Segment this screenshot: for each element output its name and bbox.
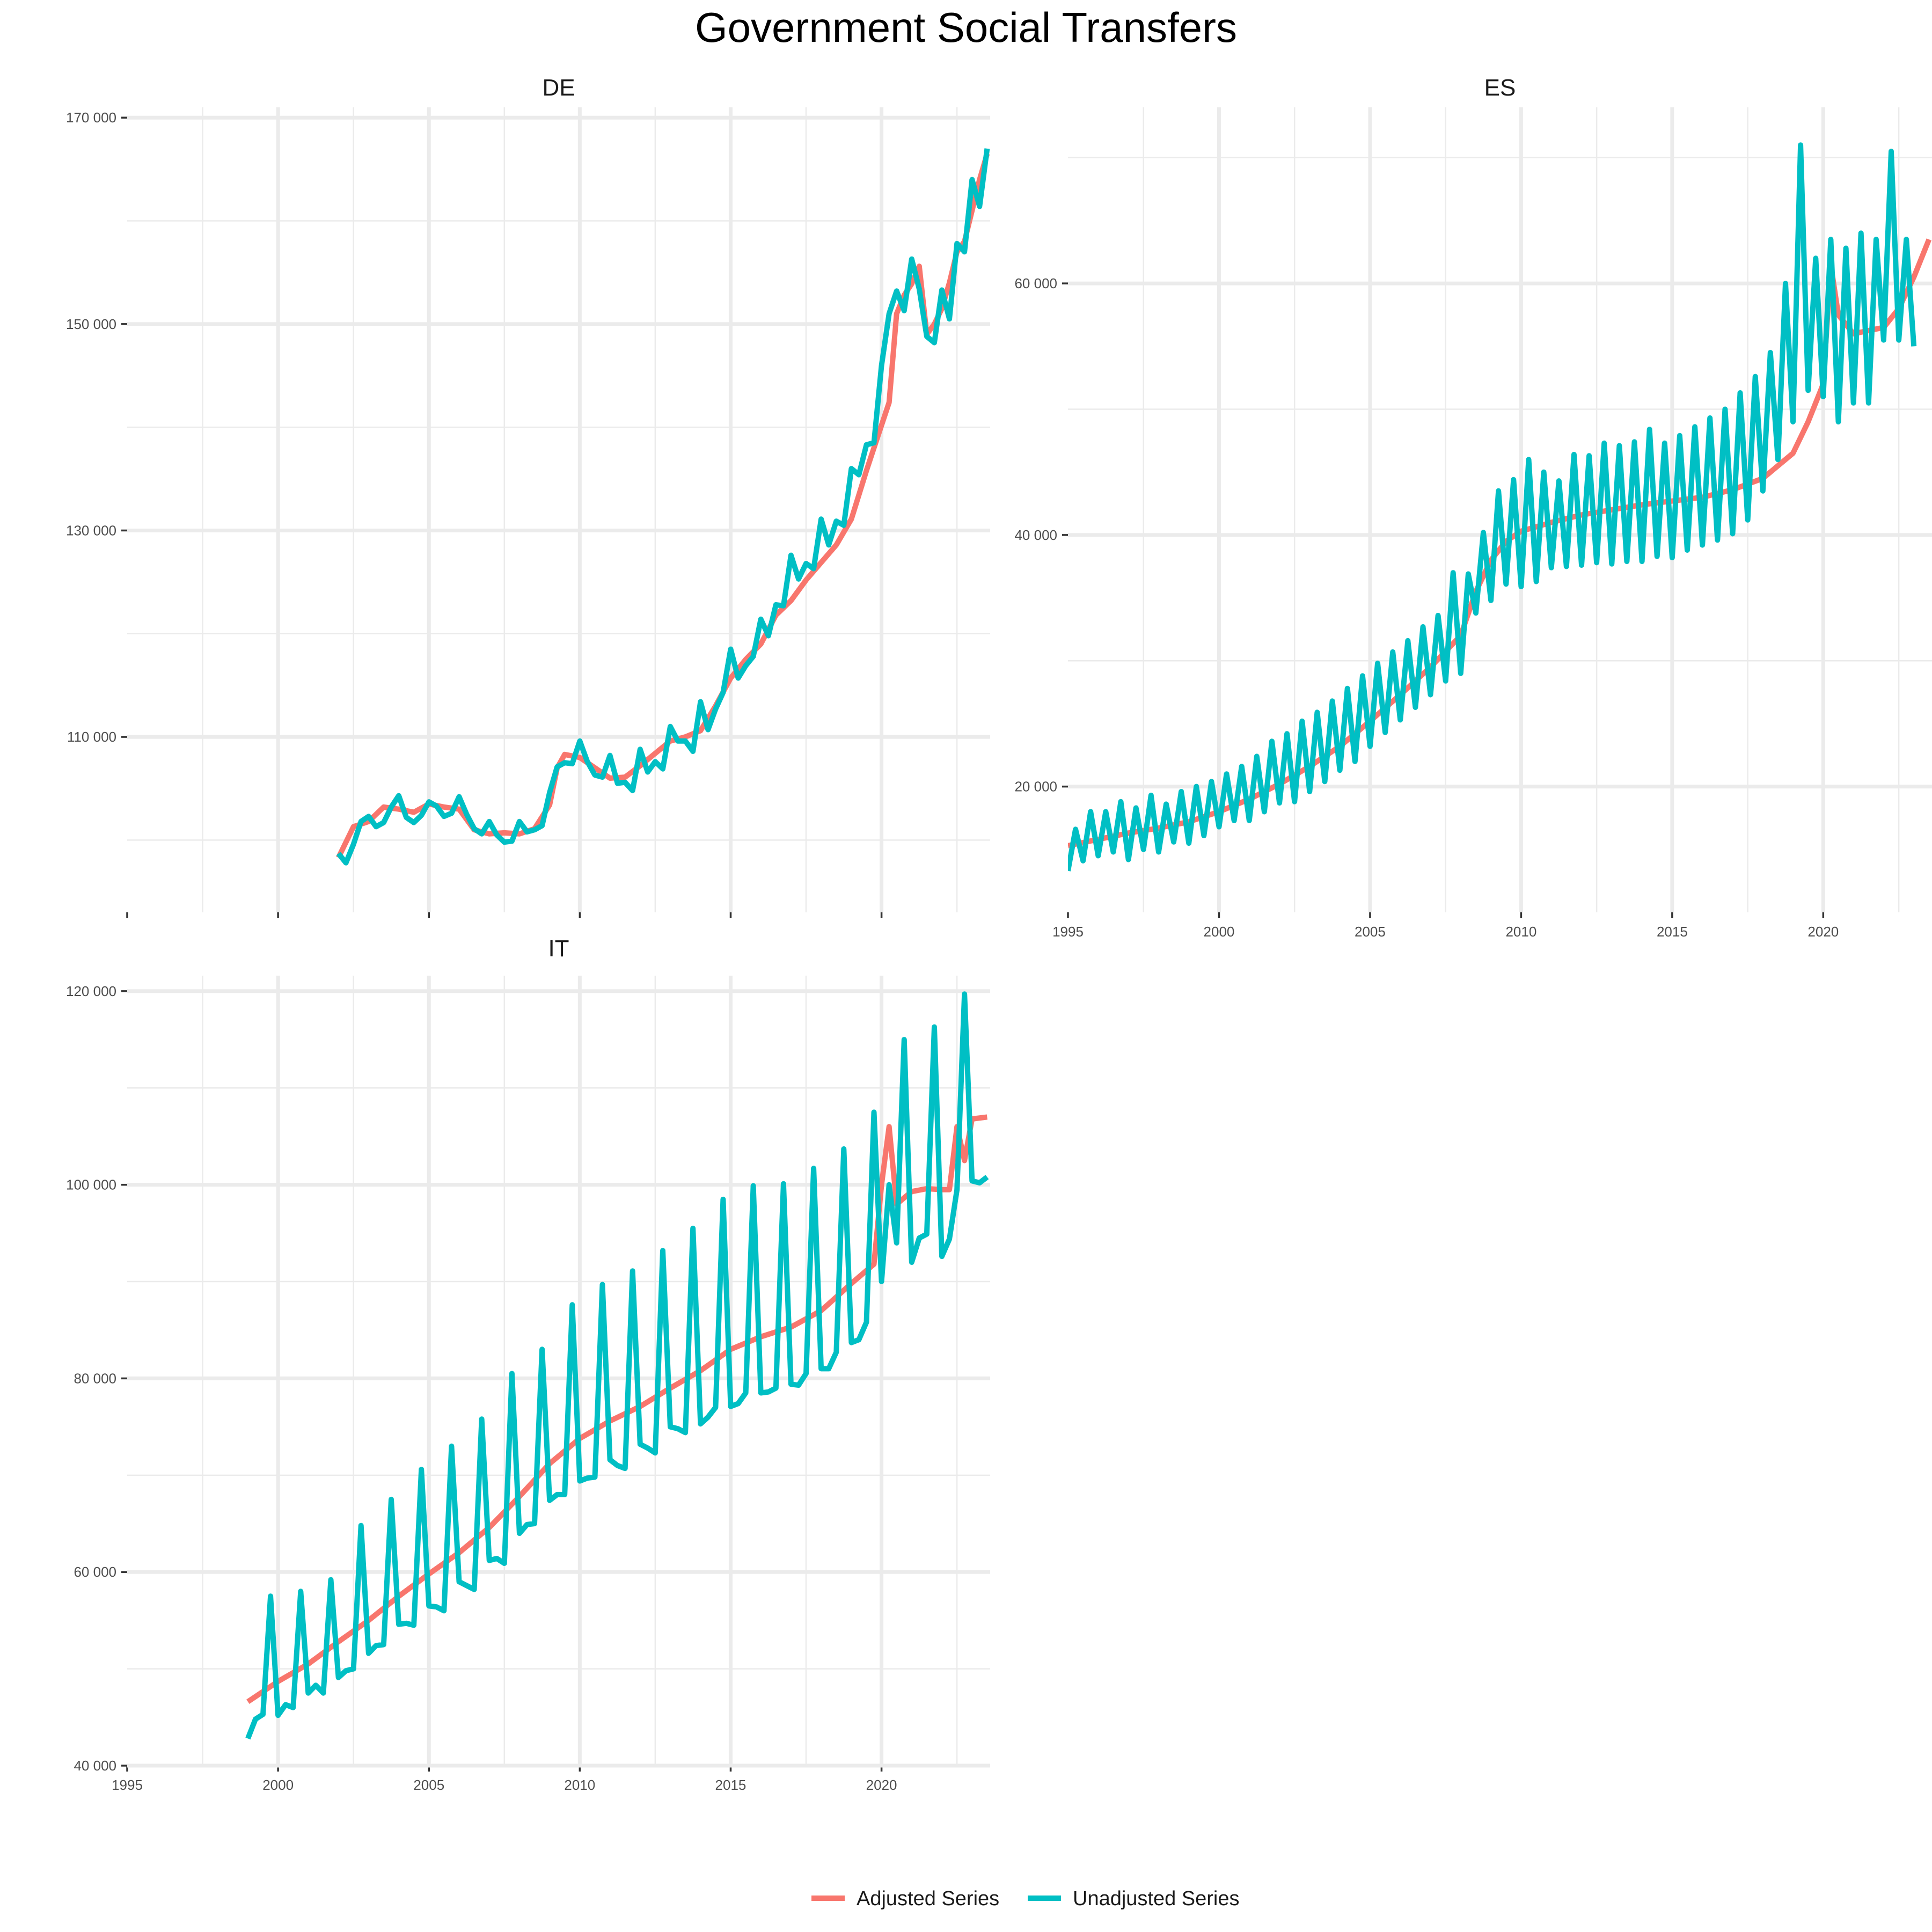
y-tick-label: 110 000 xyxy=(67,729,116,745)
y-tick-label: 100 000 xyxy=(66,1177,116,1193)
x-tick-label: 2015 xyxy=(715,1777,747,1793)
y-tick-label: 60 000 xyxy=(1014,275,1057,291)
panel-it: 1995 2000 2005 2010 2015 2020 40 000 60 000 80 0… xyxy=(66,935,990,1793)
x-tick-label: 2015 xyxy=(1657,924,1688,940)
legend: Adjusted Series Unadjusted Series xyxy=(811,1887,1240,1910)
legend-label: Adjusted Series xyxy=(857,1887,999,1910)
y-tick-label: 130 000 xyxy=(66,522,116,538)
y-tick-label: 150 000 xyxy=(66,316,116,332)
y-tick-label: 40 000 xyxy=(1014,527,1057,543)
y-tick-label: 80 000 xyxy=(74,1370,116,1386)
panel-de: 110 000 130 000 150 000 170 000 DE xyxy=(66,75,990,918)
x-tick-label: 1995 xyxy=(112,1777,143,1793)
unadjusted-series-line-es xyxy=(1068,142,1917,872)
unadjusted-series-line-it xyxy=(245,991,989,1740)
x-tick-label: 2020 xyxy=(1807,924,1839,940)
legend-item-unadjusted: Unadjusted Series xyxy=(1028,1887,1240,1910)
legend-label: Unadjusted Series xyxy=(1073,1887,1240,1910)
x-tick-label: 2020 xyxy=(866,1777,897,1793)
x-tick-label: 2010 xyxy=(564,1777,595,1793)
panel-title-de: DE xyxy=(542,75,575,101)
y-tick-label: 170 000 xyxy=(66,109,116,126)
x-tick-label: 2005 xyxy=(1355,924,1386,940)
chart-title: Government Social Transfers xyxy=(695,4,1237,51)
legend-item-adjusted: Adjusted Series xyxy=(811,1887,999,1910)
x-tick-label: 2000 xyxy=(1204,924,1235,940)
x-tick-label: 2010 xyxy=(1505,924,1536,940)
panel-title-it: IT xyxy=(548,935,569,962)
panel-es: 1995 2000 2005 2010 2015 2020 20 000 40 000 60 0… xyxy=(1014,75,1932,940)
panels-layer: 110 000 130 000 150 000 170 000 DE 1995 2000 20… xyxy=(66,75,1932,1793)
y-tick-label: 60 000 xyxy=(74,1564,116,1580)
unadjusted-series-line-de xyxy=(336,148,990,866)
y-tick-label: 40 000 xyxy=(74,1758,116,1774)
panel-title-es: ES xyxy=(1484,75,1516,101)
y-tick-label: 120 000 xyxy=(66,983,116,999)
x-tick-label: 1995 xyxy=(1052,924,1084,940)
x-tick-label: 2005 xyxy=(413,1777,444,1793)
x-tick-label: 2000 xyxy=(262,1777,294,1793)
y-tick-label: 20 000 xyxy=(1014,779,1057,795)
